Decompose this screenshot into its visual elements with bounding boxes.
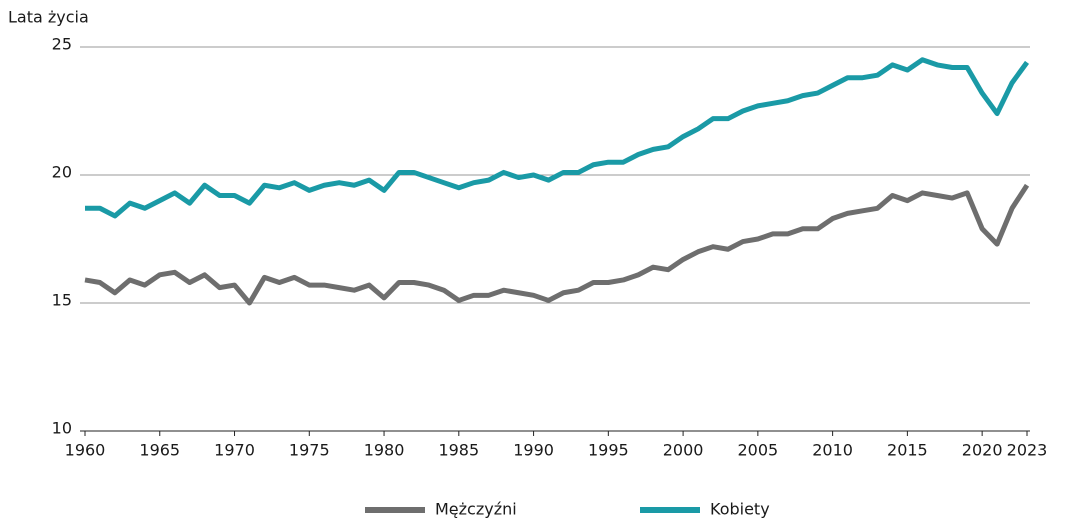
x-tick-label: 1970: [214, 441, 255, 460]
x-tick-label: 2015: [887, 441, 928, 460]
line-series: [85, 57, 1030, 219]
x-tick-label: 2010: [812, 441, 853, 460]
x-tick-label: 2005: [737, 441, 778, 460]
y-tick-label: 10: [52, 419, 72, 438]
x-tick-label: 1960: [65, 441, 106, 460]
x-tick-label: 1990: [513, 441, 554, 460]
legend-label: Kobiety: [710, 500, 770, 519]
x-tick-label: 1965: [139, 441, 180, 460]
line-series: [84, 183, 1030, 306]
x-tick-label: 2020: [962, 441, 1003, 460]
x-tick-label: 1975: [289, 441, 330, 460]
y-tick-label: 25: [52, 35, 72, 54]
y-tick-label: 20: [52, 163, 72, 182]
x-tick-label: 2023: [1007, 441, 1048, 460]
y-axis-label: Lata życia: [8, 8, 89, 27]
x-tick-label: 1985: [438, 441, 479, 460]
legend-label: Mężczyźni: [435, 500, 517, 519]
x-tick-label: 2000: [663, 441, 704, 460]
x-tick-label: 1980: [364, 441, 405, 460]
y-tick-label: 15: [52, 291, 72, 310]
x-tick-label: 1995: [588, 441, 629, 460]
